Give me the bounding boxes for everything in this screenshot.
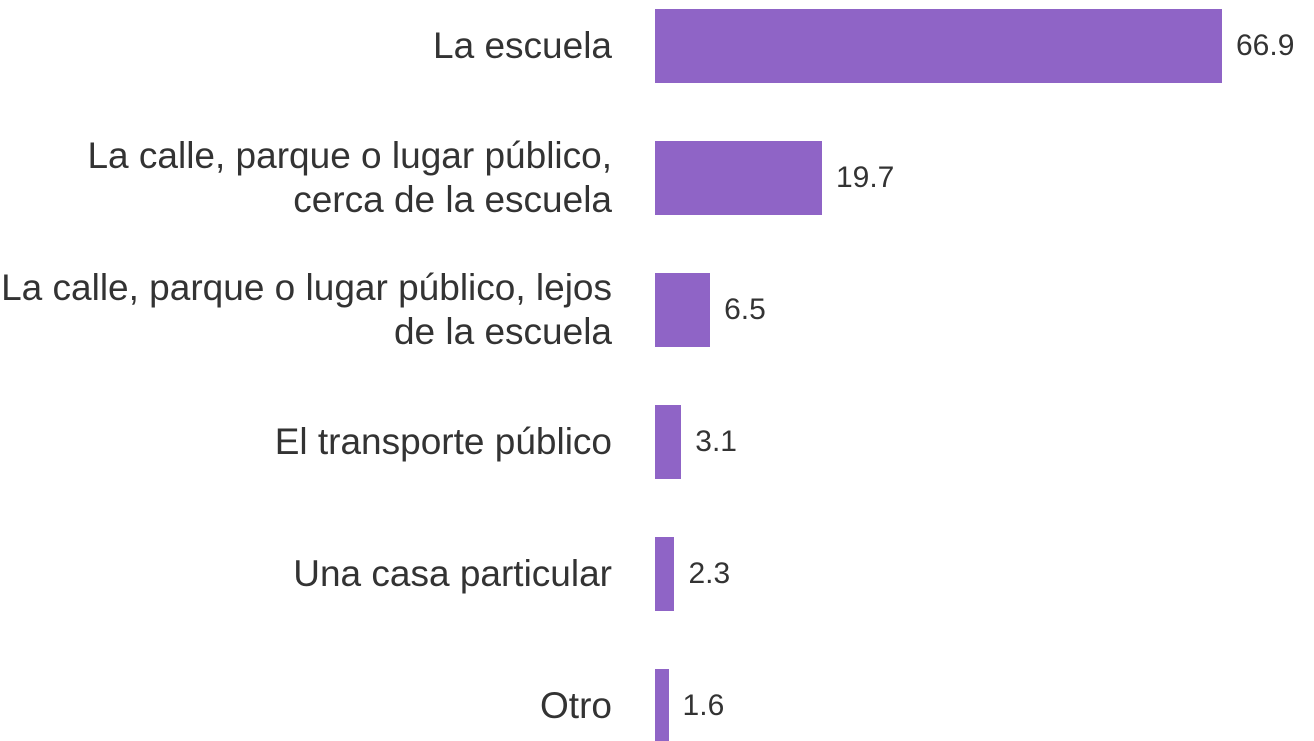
category-label: La calle, parque o lugar público, cerca … <box>87 135 612 220</box>
value-label: 3.1 <box>695 425 737 458</box>
category-label: La escuela <box>433 25 612 66</box>
value-label: 1.6 <box>682 689 725 722</box>
value-label: 66.9 <box>1236 29 1295 62</box>
category-label: Otro <box>540 685 612 726</box>
bar <box>655 141 822 215</box>
bar <box>655 405 682 479</box>
value-label: 2.3 <box>688 557 731 590</box>
bar <box>655 9 1222 83</box>
category-label: Una casa particular <box>293 553 612 594</box>
category-label: La calle, parque o lugar público, lejos … <box>1 267 612 352</box>
bar <box>655 273 711 347</box>
bar <box>655 537 675 611</box>
value-label: 19.7 <box>835 161 895 194</box>
value-label: 6.5 <box>724 293 766 326</box>
category-label: El transporte público <box>274 421 612 462</box>
bar <box>655 669 669 741</box>
